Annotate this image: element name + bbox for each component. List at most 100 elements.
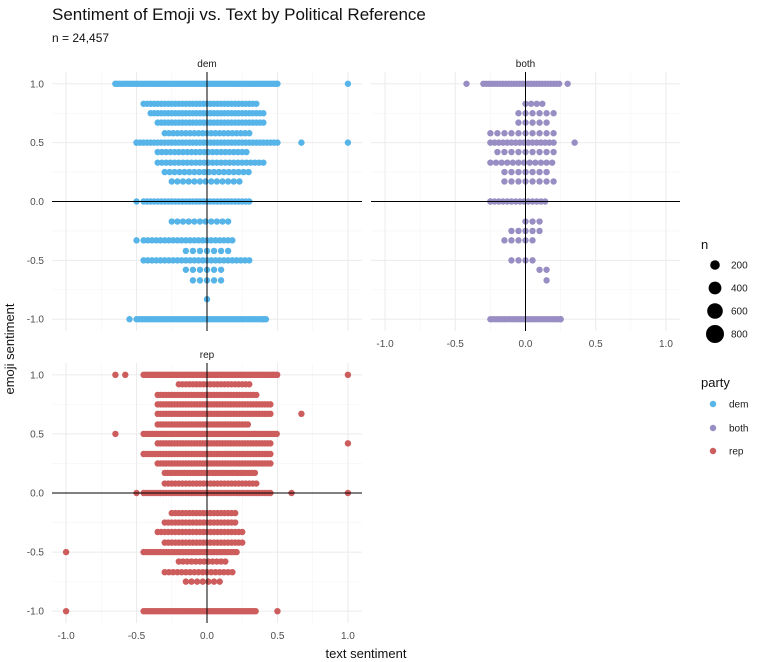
data-point xyxy=(188,578,195,585)
data-point xyxy=(189,266,197,273)
data-point xyxy=(62,607,70,615)
data-point xyxy=(245,168,252,176)
data-point xyxy=(515,148,522,156)
data-point xyxy=(217,266,225,273)
data-point xyxy=(246,130,253,137)
x-axis-title: text sentiment xyxy=(326,646,407,661)
data-point xyxy=(515,227,522,235)
data-point xyxy=(191,178,198,185)
data-point xyxy=(529,168,536,176)
data-point xyxy=(267,410,274,418)
data-point xyxy=(171,168,178,176)
y-tick-label: 0.5 xyxy=(30,429,44,440)
data-point xyxy=(487,159,494,166)
data-point xyxy=(501,237,508,244)
data-point xyxy=(179,178,187,185)
data-point xyxy=(494,130,501,137)
data-point xyxy=(240,168,247,176)
data-point xyxy=(202,218,209,225)
data-point xyxy=(252,607,259,615)
data-point xyxy=(492,159,500,166)
data-point xyxy=(539,100,546,107)
data-point xyxy=(230,168,237,176)
facet-label-dem: dem xyxy=(197,59,216,70)
x-tick-label: 0.0 xyxy=(200,631,214,642)
data-point xyxy=(536,119,543,126)
data-point xyxy=(126,316,133,323)
data-point xyxy=(508,257,515,264)
party-legend-title: party xyxy=(701,375,730,390)
data-point xyxy=(246,381,253,388)
data-point xyxy=(200,168,208,176)
facet-label-rep: rep xyxy=(200,350,215,361)
x-tick-label: 0.5 xyxy=(271,631,285,642)
panel-rep: rep xyxy=(52,350,362,623)
data-point xyxy=(191,218,198,225)
data-point xyxy=(515,178,522,185)
data-point xyxy=(501,178,508,185)
data-point xyxy=(186,168,193,176)
data-point xyxy=(176,168,183,176)
data-point xyxy=(220,168,228,176)
data-point xyxy=(529,130,536,137)
data-point xyxy=(122,371,129,379)
data-point xyxy=(191,168,198,176)
chart-title: Sentiment of Emoji vs. Text by Political… xyxy=(52,5,426,24)
data-point xyxy=(515,237,522,244)
data-point xyxy=(210,277,218,284)
data-point xyxy=(543,130,550,137)
data-point xyxy=(196,277,204,284)
party-legend-swatch-dem xyxy=(709,400,717,408)
data-point xyxy=(556,80,563,87)
data-point xyxy=(196,266,204,273)
data-point xyxy=(527,100,535,107)
party-legend-swatch-rep xyxy=(709,447,717,455)
data-point xyxy=(543,277,550,284)
data-point xyxy=(230,178,237,185)
x-tick-label: -1.0 xyxy=(57,631,75,642)
data-point xyxy=(225,168,233,176)
size-legend-label: 600 xyxy=(731,307,748,318)
data-point xyxy=(529,237,536,244)
data-point xyxy=(185,178,192,185)
data-point xyxy=(62,548,70,556)
data-point xyxy=(273,371,281,379)
y-tick-label: 1.0 xyxy=(30,79,44,90)
data-point xyxy=(189,277,197,284)
data-point xyxy=(508,168,515,176)
data-point xyxy=(112,371,119,379)
data-point xyxy=(229,568,236,576)
data-point xyxy=(246,257,253,264)
x-tick-label: 1.0 xyxy=(341,631,355,642)
data-point xyxy=(168,218,175,225)
data-point xyxy=(508,227,515,235)
size-legend-swatch xyxy=(707,303,723,319)
data-point xyxy=(253,391,260,399)
data-point xyxy=(112,430,119,438)
data-point xyxy=(274,80,281,87)
data-point xyxy=(243,148,250,156)
x-tick-label: 1.0 xyxy=(659,339,673,350)
x-tick-label: -0.5 xyxy=(447,339,465,350)
data-point xyxy=(205,168,213,176)
data-point xyxy=(189,247,197,255)
size-legend-swatch xyxy=(706,325,724,343)
data-point xyxy=(196,218,204,225)
y-tick-label: -1.0 xyxy=(27,607,45,618)
data-point xyxy=(501,130,508,137)
data-point xyxy=(344,80,352,87)
data-point xyxy=(515,168,522,176)
size-legend-swatch xyxy=(708,281,722,295)
y-tick-label: -1.0 xyxy=(27,315,45,326)
data-point xyxy=(529,148,536,156)
data-point xyxy=(274,607,281,615)
data-point xyxy=(571,139,578,146)
data-point xyxy=(515,110,522,117)
data-point xyxy=(536,227,543,235)
data-point xyxy=(550,178,557,185)
data-point xyxy=(267,401,274,408)
data-point xyxy=(543,266,550,273)
party-legend-swatch-both xyxy=(709,424,717,432)
data-point xyxy=(298,139,305,146)
points-both xyxy=(463,80,578,323)
